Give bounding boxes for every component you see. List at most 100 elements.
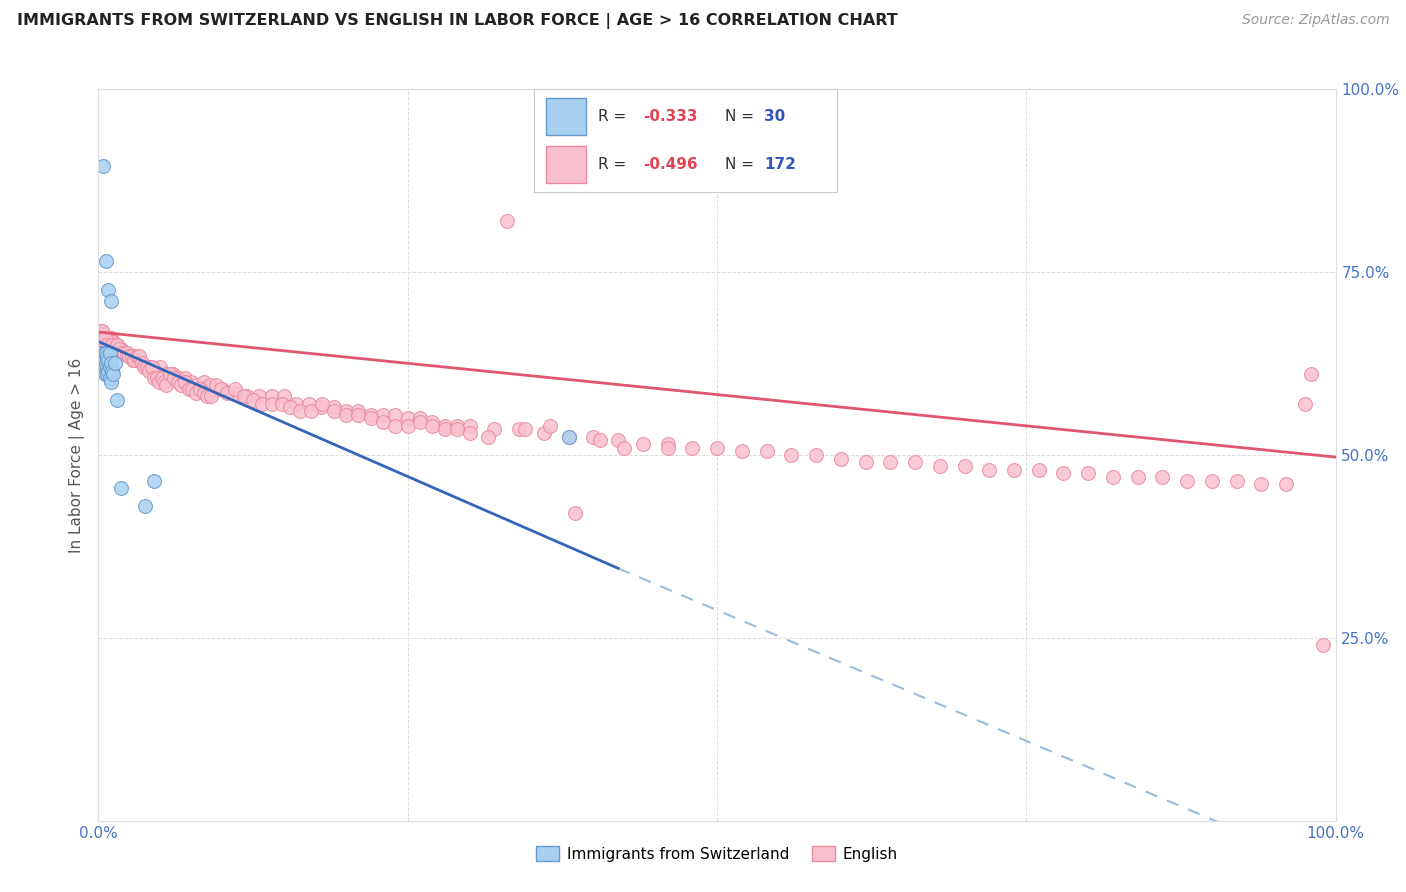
Point: [170, 378, 193, 392]
Point: [98, 342, 121, 356]
Point: [97, 284, 120, 298]
Point: [114, 345, 136, 359]
Point: [139, 360, 162, 375]
Point: [1002, 462, 1025, 476]
Point: [384, 408, 406, 422]
Point: [979, 462, 1001, 476]
Point: [103, 342, 125, 356]
Point: [193, 375, 215, 389]
Point: [112, 345, 135, 359]
Point: [111, 345, 134, 359]
Point: [564, 507, 586, 521]
Point: [1250, 477, 1272, 491]
Point: [205, 382, 228, 396]
Point: [186, 378, 208, 392]
Point: [118, 349, 141, 363]
Point: [515, 422, 537, 436]
Point: [458, 425, 481, 440]
Point: [1275, 477, 1298, 491]
Point: [217, 385, 239, 400]
Point: [396, 411, 419, 425]
Point: [122, 352, 145, 367]
Point: [101, 364, 124, 378]
Point: [205, 378, 228, 392]
Point: [174, 375, 197, 389]
Point: [105, 393, 128, 408]
Point: [409, 415, 432, 429]
Point: [150, 371, 173, 385]
Point: [298, 397, 321, 411]
Point: [495, 214, 517, 228]
Point: [953, 458, 976, 473]
Point: [288, 404, 311, 418]
Point: [335, 408, 357, 422]
Point: [121, 349, 143, 363]
Point: [557, 430, 579, 444]
Point: [91, 324, 114, 338]
Point: [657, 437, 679, 451]
Point: [101, 334, 124, 349]
Text: R =: R =: [598, 157, 631, 171]
Point: [93, 334, 115, 349]
Point: [211, 382, 233, 396]
Point: [134, 499, 156, 513]
Point: [508, 422, 530, 436]
Point: [631, 437, 654, 451]
Point: [143, 474, 166, 488]
Point: [538, 418, 561, 433]
Point: [1201, 474, 1223, 488]
Point: [706, 441, 728, 455]
Point: [299, 404, 322, 418]
Point: [97, 352, 120, 367]
Point: [360, 408, 382, 422]
Point: [233, 389, 256, 403]
Point: [1312, 638, 1334, 652]
Point: [105, 338, 128, 352]
Point: [188, 382, 211, 396]
Point: [131, 356, 153, 371]
Point: [236, 389, 259, 403]
Point: [484, 422, 506, 436]
Point: [103, 356, 125, 371]
Point: [1175, 474, 1198, 488]
Point: [247, 389, 270, 403]
Point: [96, 338, 118, 352]
Point: [193, 385, 215, 400]
Point: [94, 254, 117, 268]
Point: [148, 375, 170, 389]
Text: N =: N =: [724, 157, 759, 171]
Point: [309, 401, 332, 415]
Point: [181, 382, 204, 396]
Point: [371, 415, 394, 429]
Point: [371, 408, 394, 422]
Point: [879, 455, 901, 469]
Point: [108, 342, 131, 356]
Point: [273, 389, 295, 403]
Point: [360, 411, 382, 425]
Text: R =: R =: [598, 109, 631, 124]
Point: [200, 389, 222, 403]
Point: [311, 397, 333, 411]
Point: [93, 327, 115, 342]
Point: [167, 371, 190, 385]
Point: [97, 338, 120, 352]
Point: [270, 397, 292, 411]
Point: [657, 441, 679, 455]
Point: [1028, 462, 1050, 476]
Point: [1052, 466, 1074, 480]
Point: [153, 375, 176, 389]
Point: [93, 345, 115, 359]
Point: [93, 356, 115, 371]
Point: [446, 418, 468, 433]
Point: [143, 364, 166, 378]
Point: [159, 368, 181, 382]
Point: [101, 342, 124, 356]
Point: [96, 338, 118, 352]
Point: [180, 375, 202, 389]
Point: [98, 342, 121, 356]
Point: [250, 397, 273, 411]
Point: [101, 338, 124, 352]
Point: [166, 375, 188, 389]
Point: [163, 371, 186, 385]
Point: [91, 345, 114, 359]
